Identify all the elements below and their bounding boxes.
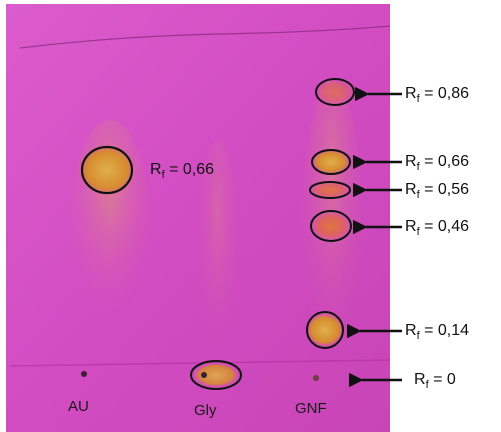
gnf-spot-014 bbox=[305, 312, 345, 348]
gnf-spot-046 bbox=[311, 211, 351, 241]
lane-label-au: AU bbox=[68, 398, 89, 415]
rf-label-056: Rf = 0,56 bbox=[405, 181, 469, 201]
rf-label-014: Rf = 0,14 bbox=[405, 322, 469, 342]
gly-spot-outline bbox=[190, 360, 242, 390]
gnf-spot-086 bbox=[315, 79, 355, 105]
gly-origin-dot bbox=[201, 372, 207, 378]
gnf-086-outline bbox=[315, 78, 355, 106]
au-origin-dot bbox=[81, 371, 87, 377]
gnf-origin-dot bbox=[313, 375, 319, 381]
gnf-spot-066 bbox=[311, 149, 351, 175]
solvent-front-line bbox=[19, 25, 391, 49]
gnf-spot-056 bbox=[310, 182, 350, 198]
lane-label-gly: Gly bbox=[194, 402, 217, 419]
au-spot bbox=[77, 143, 137, 197]
rf-label-066: Rf = 0,66 bbox=[405, 153, 469, 173]
gly-spot bbox=[192, 362, 240, 388]
gnf-066-outline bbox=[311, 149, 351, 175]
lane-label-gnf: GNF bbox=[295, 400, 327, 417]
plate-right-margin bbox=[390, 4, 501, 432]
rf-label-086: Rf = 0,86 bbox=[405, 85, 469, 105]
gnf-056-outline bbox=[309, 181, 351, 199]
gnf-046-outline bbox=[310, 210, 352, 242]
rf-label-046: Rf = 0,46 bbox=[405, 218, 469, 238]
gnf-014-outline bbox=[306, 311, 344, 349]
rf-label-au-066: Rf = 0,66 bbox=[150, 161, 214, 181]
gly-smear bbox=[198, 140, 238, 380]
au-spot-outline bbox=[80, 145, 134, 195]
rf-label-0: Rf = 0 bbox=[414, 371, 456, 391]
